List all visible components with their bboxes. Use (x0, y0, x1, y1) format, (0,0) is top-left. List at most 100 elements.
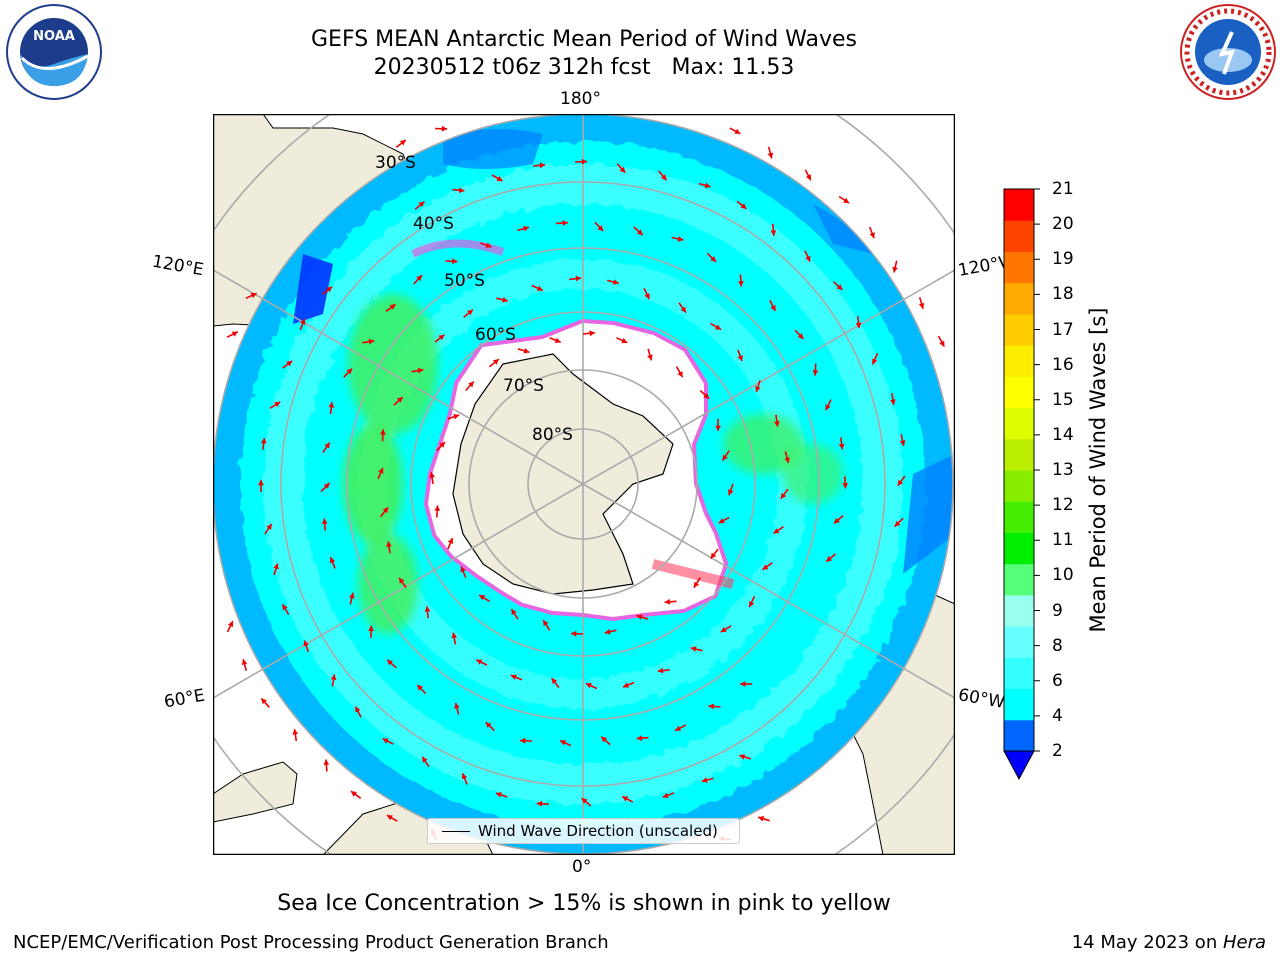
chart-title: GEFS MEAN Antarctic Mean Period of Wind … (311, 27, 857, 52)
colorbar-segment (1004, 719, 1034, 752)
wind-wave-arrowhead (675, 725, 682, 731)
wind-wave-arrowhead (523, 348, 530, 354)
wind-wave-arrowhead (378, 467, 384, 474)
wind-wave-arrowhead (677, 371, 683, 378)
lat-label-40s: 40°S (413, 214, 454, 234)
wind-wave-arrowhead (324, 442, 330, 449)
wind-wave-arrowhead (560, 740, 567, 746)
wind-wave-arrowhead (939, 340, 945, 347)
lon-label-60w: 60°W (956, 685, 1007, 713)
wind-wave-arrowhead (452, 258, 458, 265)
wind-wave-arrowhead (621, 337, 628, 344)
colorbar-segment (1004, 563, 1034, 596)
wind-wave-arrowhead (382, 507, 389, 514)
wind-wave-arrowhead (422, 756, 428, 763)
wind-wave-arrowhead (589, 330, 595, 337)
wind-wave-arrowhead (328, 402, 335, 408)
blue-period-areas (293, 129, 953, 574)
wind-wave-arrowhead (355, 706, 361, 713)
wind-wave-arrowhead (704, 182, 711, 189)
wind-wave-arrowhead (438, 334, 445, 341)
wind-wave-arrowhead (720, 626, 727, 633)
wind-wave-arrowhead (805, 255, 811, 262)
wind-wave-arrowhead (770, 230, 777, 236)
wind-wave-arrowhead (241, 659, 248, 665)
wind-wave-arrowhead (571, 630, 577, 637)
wind-wave-arrowhead (396, 397, 403, 403)
wind-wave-arrowhead (892, 266, 898, 273)
colorbar-tick-label: 16 (1052, 354, 1074, 375)
wind-wave-arrowhead (282, 604, 288, 611)
wind-wave-arrowhead (894, 520, 901, 527)
wind-wave-arrowhead (739, 754, 746, 760)
wind-wave-arrowhead (562, 220, 568, 226)
wind-wave-arrowhead (604, 628, 611, 635)
wind-wave-arrowhead (231, 331, 238, 337)
wind-wave-arrowhead (387, 659, 393, 666)
wind-wave-arrowhead (636, 229, 643, 236)
wind-wave-arrowhead (286, 360, 293, 367)
wind-wave-arrowhead (623, 682, 629, 688)
wind-wave-arrowhead (292, 729, 299, 735)
wind-wave-arrowhead (612, 279, 619, 285)
wind-wave-arrowhead (389, 304, 396, 310)
colorbar-tick-label: 4 (1052, 705, 1063, 726)
wind-wave-arrowhead (636, 735, 643, 742)
wind-wave-arrowhead (843, 197, 850, 204)
wind-wave-arrowhead (738, 281, 744, 287)
polar-map: 30°S 40°S 50°S 60°S 70°S 80°S (213, 114, 955, 855)
wind-wave-arrowhead (664, 598, 670, 605)
wind-wave-arrowhead (749, 601, 755, 608)
wind-wave-arrowhead (511, 609, 517, 615)
sea-ice-caption: Sea Ice Concentration > 15% is shown in … (277, 891, 891, 916)
colorbar-segment (1004, 657, 1034, 690)
wind-wave-arrowhead (261, 698, 267, 705)
wind-wave-arrowhead (899, 440, 906, 446)
footer-host: Hera (1222, 932, 1266, 953)
lon-label-120e: 120°E (150, 251, 206, 281)
wind-wave-arrowhead (758, 816, 765, 822)
colorbar-tick-label: 2 (1052, 741, 1063, 761)
wind-wave-arrowhead (660, 174, 667, 181)
wind-wave-arrowhead (812, 370, 819, 376)
wind-wave-arrowhead (434, 505, 441, 511)
wind-wave-arrowhead (554, 337, 561, 343)
wind-wave-arrowhead (453, 414, 460, 420)
wind-wave-arrowhead (680, 306, 686, 313)
colorbar-segment (1004, 220, 1034, 252)
wind-wave-arrowhead (250, 292, 257, 299)
wind-wave-arrowhead (454, 702, 460, 709)
wind-wave-arrowhead (273, 563, 279, 570)
wind-wave-arrowhead (368, 625, 374, 632)
lat-label-70s: 70°S (503, 376, 544, 396)
colorbar-segment (1004, 251, 1034, 284)
wind-wave-arrowhead (227, 621, 234, 628)
wind-wave-arrowhead (644, 293, 650, 300)
wind-wave-arrowhead (368, 338, 375, 345)
wind-wave-arrowhead (380, 429, 386, 435)
wind-wave-arrowhead (710, 256, 716, 262)
wind-wave-arrowhead (826, 556, 833, 562)
colorbar-tick-label: 21 (1052, 179, 1074, 199)
wind-wave-arrowhead (838, 443, 845, 450)
wind-wave-arrowhead (346, 368, 353, 375)
wind-wave-arrowhead (536, 285, 543, 291)
wind-wave-arrowhead (842, 483, 849, 489)
colorbar-tick-label: 15 (1052, 389, 1074, 410)
wind-wave-arrowhead (647, 354, 653, 361)
colorbar-tick-label: 17 (1052, 319, 1074, 340)
colorbar-segment (1004, 470, 1034, 502)
wind-wave-arrowhead (718, 518, 725, 524)
wind-wave-arrowhead (797, 333, 804, 339)
colorbar-segment (1004, 282, 1034, 315)
wind-wave-arrowhead (476, 659, 483, 665)
wind-wave-arrowhead (622, 796, 629, 802)
wind-wave-arrowhead (266, 524, 272, 530)
lon-label-180: 180° (560, 89, 601, 109)
colorbar-tick-label: 18 (1052, 284, 1074, 305)
lat-label-50s: 50°S (444, 271, 485, 291)
wind-wave-arrows (226, 125, 946, 842)
wind-wave-arrowhead (461, 773, 468, 780)
wind-wave-arrowhead (258, 479, 264, 486)
wind-wave-arrowhead (825, 404, 831, 411)
